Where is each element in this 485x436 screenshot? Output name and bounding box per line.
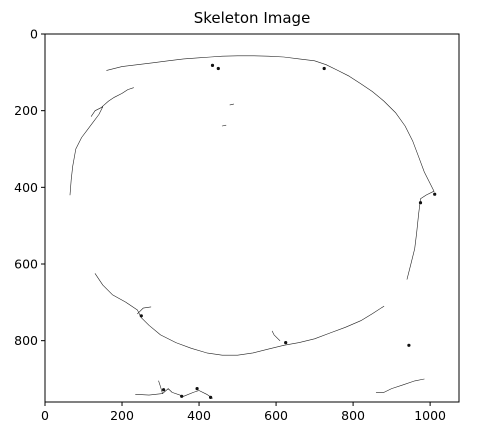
skeleton-junction-2 bbox=[216, 66, 220, 71]
skeleton-path-4 bbox=[325, 64, 435, 192]
x-tick-label-2: 400 bbox=[187, 408, 211, 423]
skeleton-path-3 bbox=[101, 87, 134, 108]
skeleton-path-6 bbox=[94, 273, 285, 356]
skeleton-path-14 bbox=[221, 124, 227, 127]
skeleton-junction-6 bbox=[139, 314, 143, 318]
chart-title: Skeleton Image bbox=[194, 9, 311, 27]
skeleton-path-13 bbox=[229, 103, 234, 106]
skeleton-junction-5 bbox=[418, 201, 423, 205]
skeleton-junction-11 bbox=[209, 395, 213, 400]
skeleton-path-8 bbox=[137, 306, 152, 315]
skeleton-path-10 bbox=[135, 388, 213, 399]
y-tick-label-0: 0 bbox=[30, 27, 38, 42]
plot-area bbox=[44, 33, 460, 403]
skeleton-path-9 bbox=[271, 330, 281, 342]
x-tick-label-4: 800 bbox=[341, 408, 365, 423]
y-axis: 0 200 400 600 800 bbox=[14, 27, 45, 348]
x-tick-label-3: 600 bbox=[264, 408, 288, 423]
skeleton-junction-3 bbox=[322, 66, 326, 71]
skeleton-path-5 bbox=[406, 190, 435, 280]
y-tick-label-3: 600 bbox=[14, 257, 38, 272]
x-tick-label-1: 200 bbox=[110, 408, 134, 423]
x-tick-label-0: 0 bbox=[41, 408, 49, 423]
y-tick-label-2: 400 bbox=[14, 180, 38, 195]
skeleton-path-7 bbox=[283, 305, 385, 346]
skeleton-path-1 bbox=[69, 106, 104, 196]
skeleton-path-12 bbox=[375, 378, 425, 393]
skeleton-junction-7 bbox=[284, 341, 288, 345]
skeleton-junction-8 bbox=[162, 388, 166, 392]
x-tick-label-5: 1000 bbox=[414, 408, 446, 423]
skeleton-junction-4 bbox=[433, 192, 437, 196]
skeleton-path-11 bbox=[158, 380, 163, 394]
skeleton-junction-9 bbox=[180, 394, 184, 398]
y-tick-label-4: 800 bbox=[14, 333, 38, 348]
skeleton-path-2 bbox=[106, 55, 327, 71]
x-axis: 0 200 400 600 800 1000 bbox=[41, 402, 446, 423]
y-tick-label-1: 200 bbox=[14, 103, 38, 118]
skeleton-junction-1 bbox=[210, 63, 215, 67]
skeleton-junction-12 bbox=[407, 343, 411, 347]
skeleton-image bbox=[69, 55, 437, 400]
skeleton-junction-10 bbox=[195, 387, 199, 391]
